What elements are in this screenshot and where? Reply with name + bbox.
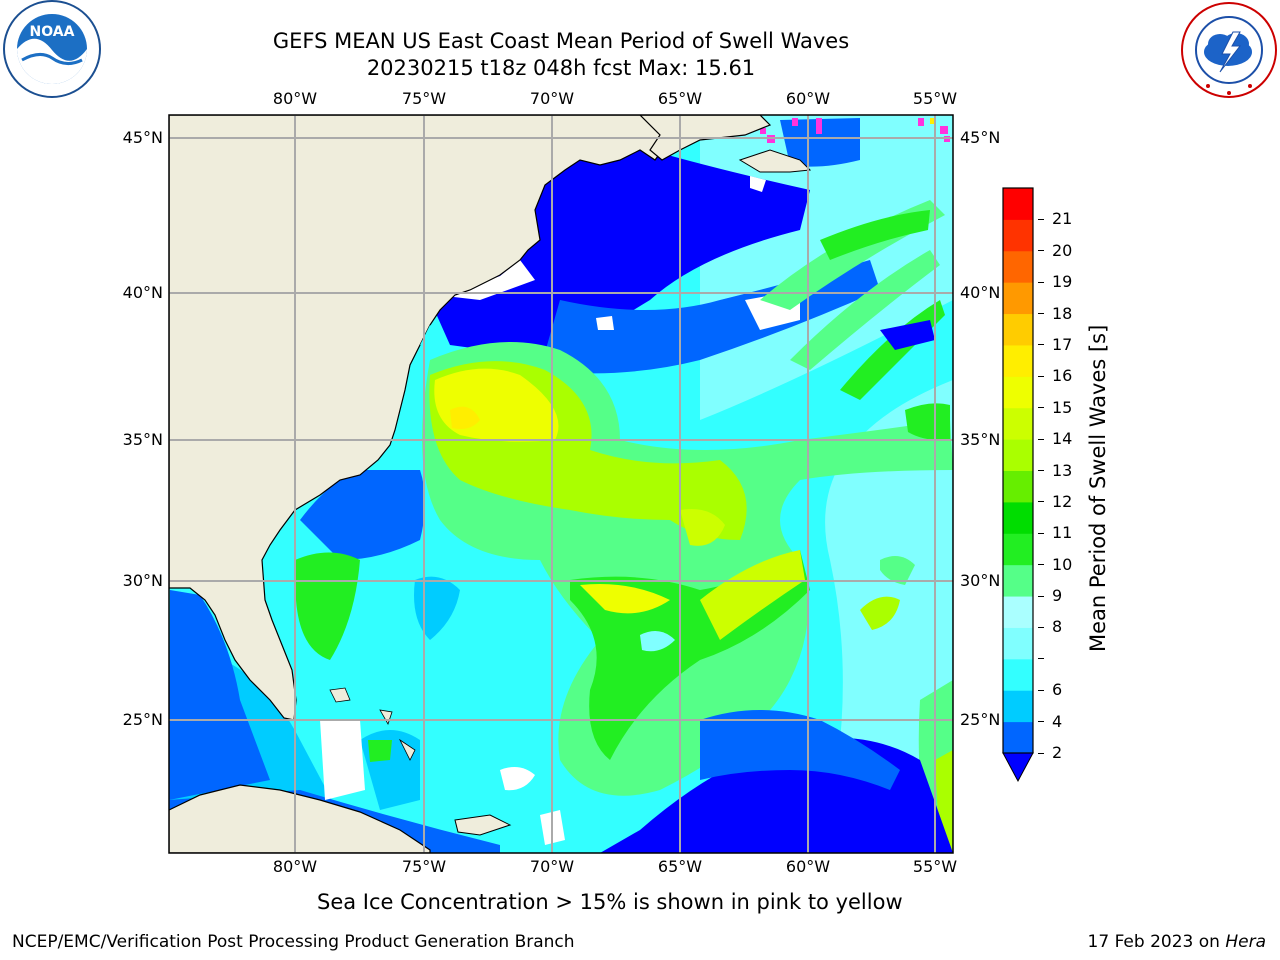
colorbar-segment: [1003, 282, 1033, 315]
colorbar-tick-mark: [1038, 313, 1044, 315]
colorbar-tick-label: 19: [1052, 272, 1073, 292]
colorbar-tick-mark: [1038, 438, 1044, 440]
colorbar-segment: [1003, 407, 1033, 440]
colorbar-segment: [1003, 627, 1033, 660]
colorbar-tick-label: 13: [1052, 460, 1073, 480]
noaa-logo-text: NOAA: [30, 24, 75, 40]
colorbar-segment: [1003, 439, 1033, 471]
nws-logo: [1181, 2, 1277, 98]
colorbar-tick-mark: [1038, 501, 1044, 503]
lat-label-left: 25°N: [122, 710, 163, 729]
colorbar-segment: [1003, 690, 1033, 723]
colorbar-tick-label: 17: [1052, 334, 1073, 354]
colorbar-tick-mark: [1038, 595, 1044, 597]
lat-label-left: 30°N: [122, 571, 163, 590]
colorbar-tick-mark: [1038, 658, 1044, 660]
colorbar-tick-label: 2: [1052, 743, 1063, 762]
colorbar-tick-label: 16: [1052, 366, 1073, 386]
map-frame: [168, 114, 954, 854]
colorbar-tick-mark: [1038, 721, 1044, 723]
colorbar: [1002, 187, 1034, 783]
colorbar-tick-mark: [1038, 470, 1044, 471]
colorbar-segment: [1003, 721, 1033, 754]
colorbar-tick-mark: [1038, 407, 1044, 409]
lon-label-bottom: 80°W: [272, 857, 318, 876]
chart-title: GEFS MEAN US East Coast Mean Period of S…: [272, 29, 850, 53]
colorbar-label: Mean Period of Swell Waves [s]: [1086, 324, 1110, 652]
lat-label-left: 45°N: [122, 128, 163, 147]
land-us-east-coast: [169, 115, 701, 721]
colorbar-segment: [1003, 344, 1033, 377]
colorbar-tick-label: 11: [1052, 523, 1073, 543]
chart-subtitle: 20230215 t18z 048h fcst Max: 15.61: [366, 56, 756, 80]
colorbar-segment: [1003, 533, 1033, 566]
colorbar-tick-label: 15: [1052, 397, 1073, 417]
lat-label-right: 35°N: [960, 430, 1001, 449]
colorbar-segment: [1003, 313, 1033, 346]
colorbar-tick-label: 21: [1052, 209, 1073, 229]
footer-date-text: 17 Feb 2023 on: [1087, 932, 1226, 952]
colorbar-tick-mark: [1038, 344, 1044, 346]
colorbar-tick-mark: [1038, 218, 1044, 220]
colorbar-frame: [1002, 187, 1034, 754]
lon-label-top: 80°W: [272, 89, 318, 108]
lat-label-left: 35°N: [122, 430, 163, 449]
land-cuba: [169, 784, 431, 853]
colorbar-tick-label: 18: [1052, 303, 1073, 323]
colorbar-segment: [1003, 596, 1033, 628]
lat-label-right: 30°N: [960, 571, 1001, 590]
footer-host: Hera: [1225, 932, 1266, 952]
lon-label-bottom: 75°W: [401, 857, 447, 876]
lon-label-bottom: 65°W: [657, 857, 703, 876]
lon-label-bottom: 70°W: [529, 857, 575, 876]
lon-label-top: 75°W: [401, 89, 447, 108]
footer-branch: NCEP/EMC/Verification Post Processing Pr…: [12, 932, 575, 952]
lon-label-bottom: 55°W: [912, 857, 958, 876]
colorbar-segment: [1003, 376, 1033, 409]
colorbar-tick-label: 12: [1052, 491, 1073, 511]
noaa-logo: NOAA: [3, 0, 101, 98]
colorbar-tick-label: 9: [1052, 586, 1063, 606]
colorbar-tick-label: 14: [1052, 429, 1073, 449]
colorbar-tick-mark: [1038, 532, 1044, 534]
colorbar-segment: [1003, 188, 1033, 220]
lon-label-top: 65°W: [657, 89, 703, 108]
lat-label-left: 40°N: [122, 283, 163, 302]
colorbar-segment: [1003, 658, 1033, 691]
colorbar-tick-label: 4: [1052, 711, 1063, 731]
colorbar-tick-mark: [1038, 752, 1044, 754]
colorbar-tick-mark: [1038, 689, 1044, 691]
lon-label-top: 55°W: [912, 89, 958, 108]
colorbar-tick-label: 8: [1052, 617, 1063, 637]
footer-date: 17 Feb 2023 on Hera: [1088, 932, 1266, 952]
colorbar-segment: [1003, 219, 1033, 252]
sea-ice-caption: Sea Ice Concentration > 15% is shown in …: [317, 890, 903, 914]
lon-label-bottom: 60°W: [785, 857, 831, 876]
colorbar-segment: [1003, 250, 1033, 283]
lat-label-right: 40°N: [960, 283, 1001, 302]
colorbar-tick-mark: [1038, 564, 1044, 566]
lat-label-right: 45°N: [960, 128, 1001, 147]
colorbar-tick-mark: [1038, 375, 1044, 377]
colorbar-tick-label: 10: [1052, 554, 1073, 574]
colorbar-tick-mark: [1038, 626, 1044, 628]
lon-label-top: 60°W: [785, 89, 831, 108]
gridlines: [169, 115, 953, 853]
colorbar-tick-mark: [1038, 281, 1044, 283]
lon-label-top: 70°W: [529, 89, 575, 108]
colorbar-tick-mark: [1038, 250, 1044, 252]
colorbar-segment: [1003, 501, 1033, 534]
colorbar-tick-label: 6: [1052, 680, 1063, 700]
colorbar-segment: [1003, 470, 1033, 503]
colorbar-segment: [1003, 564, 1033, 597]
colorbar-tick-label: 20: [1052, 240, 1073, 260]
lat-label-right: 25°N: [960, 710, 1001, 729]
colorbar-extend-arrow: [1002, 752, 1034, 783]
